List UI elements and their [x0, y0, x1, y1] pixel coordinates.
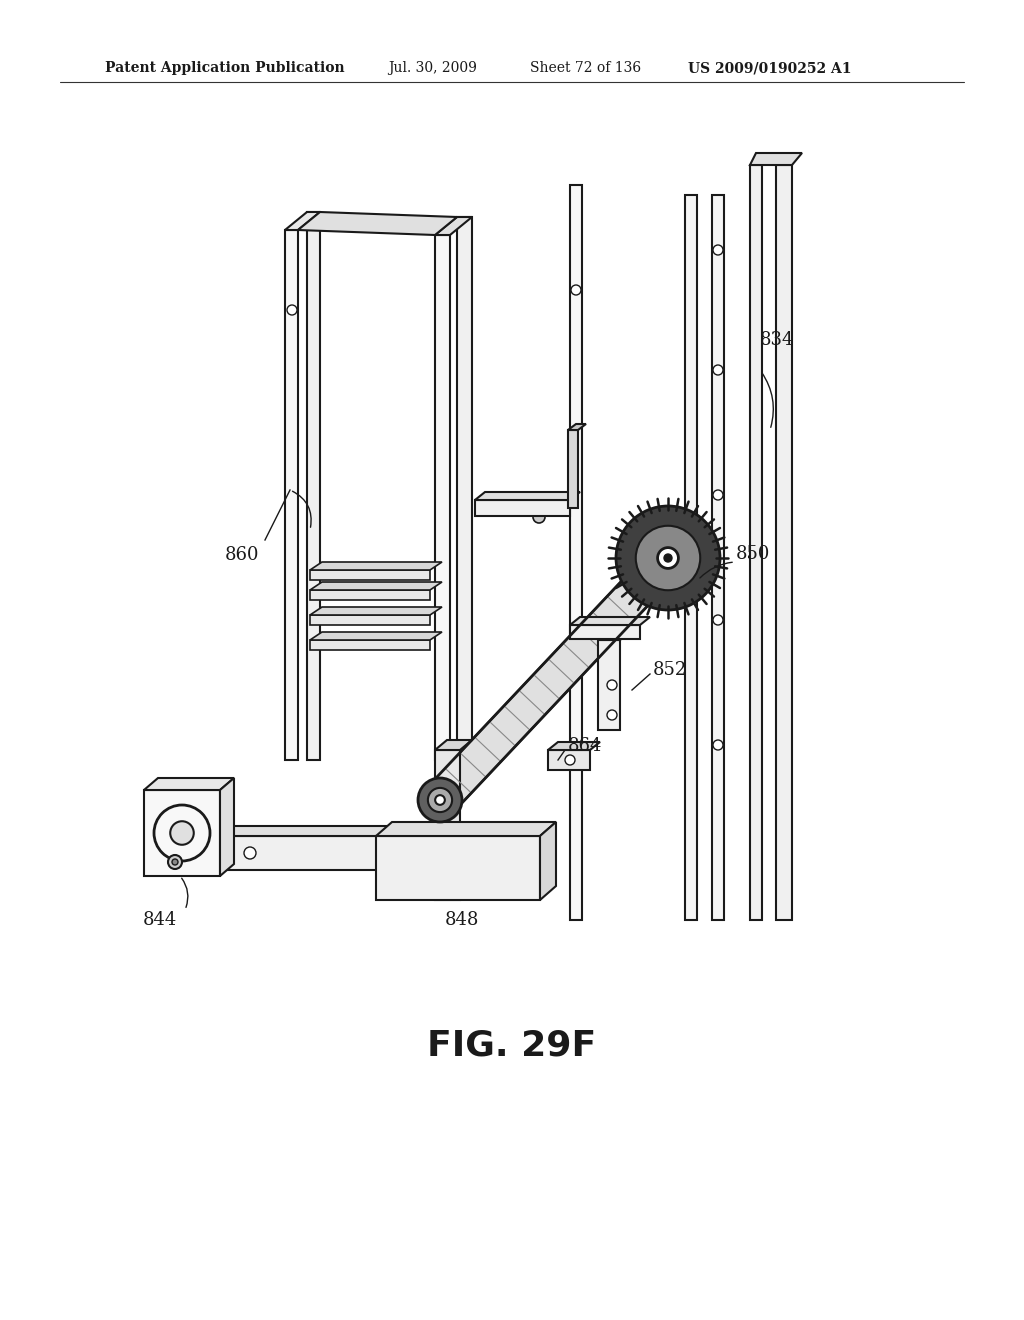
Text: 844: 844: [143, 911, 177, 929]
Polygon shape: [568, 424, 586, 430]
Polygon shape: [570, 616, 650, 624]
Circle shape: [534, 511, 545, 523]
Polygon shape: [540, 822, 556, 900]
Circle shape: [616, 506, 720, 610]
Circle shape: [490, 503, 500, 513]
Text: US 2009/0190252 A1: US 2009/0190252 A1: [688, 61, 852, 75]
Text: 834: 834: [760, 331, 795, 348]
Circle shape: [172, 859, 178, 865]
Polygon shape: [220, 826, 442, 836]
Circle shape: [664, 554, 672, 562]
Polygon shape: [310, 632, 442, 640]
Polygon shape: [435, 741, 472, 750]
Polygon shape: [376, 836, 540, 900]
Circle shape: [244, 847, 256, 859]
Polygon shape: [285, 213, 319, 230]
Text: Sheet 72 of 136: Sheet 72 of 136: [530, 61, 641, 75]
Polygon shape: [220, 836, 430, 870]
Polygon shape: [310, 562, 442, 570]
Circle shape: [607, 680, 617, 690]
Circle shape: [509, 841, 519, 851]
Polygon shape: [475, 500, 570, 516]
Polygon shape: [776, 165, 792, 920]
Text: FIG. 29F: FIG. 29F: [427, 1028, 597, 1063]
Polygon shape: [598, 640, 620, 730]
Circle shape: [565, 755, 575, 766]
Circle shape: [287, 305, 297, 315]
Polygon shape: [750, 165, 762, 920]
Polygon shape: [144, 789, 220, 876]
Circle shape: [170, 821, 194, 845]
Circle shape: [507, 861, 521, 875]
Polygon shape: [285, 230, 298, 760]
Polygon shape: [435, 216, 472, 235]
Circle shape: [168, 855, 182, 869]
Text: Jul. 30, 2009: Jul. 30, 2009: [388, 61, 477, 75]
Text: 860: 860: [225, 546, 259, 564]
Polygon shape: [310, 582, 442, 590]
Circle shape: [713, 615, 723, 624]
Polygon shape: [220, 777, 234, 876]
Circle shape: [393, 861, 407, 875]
Polygon shape: [598, 632, 630, 640]
Polygon shape: [570, 185, 582, 920]
Text: 852: 852: [653, 661, 687, 678]
Text: 864: 864: [568, 737, 602, 755]
Polygon shape: [750, 153, 802, 165]
Polygon shape: [548, 750, 590, 770]
Polygon shape: [307, 213, 319, 760]
Circle shape: [657, 548, 678, 569]
Text: 848: 848: [444, 911, 479, 929]
Polygon shape: [475, 492, 580, 500]
Circle shape: [607, 710, 617, 719]
Circle shape: [435, 795, 444, 805]
Polygon shape: [376, 822, 556, 836]
Polygon shape: [310, 607, 442, 615]
Circle shape: [571, 285, 581, 294]
Polygon shape: [685, 195, 697, 920]
Circle shape: [395, 841, 406, 851]
Polygon shape: [310, 570, 430, 579]
Circle shape: [713, 246, 723, 255]
Polygon shape: [310, 615, 430, 624]
Text: 850: 850: [736, 545, 770, 564]
Circle shape: [428, 788, 453, 812]
Polygon shape: [568, 430, 578, 508]
Text: Patent Application Publication: Patent Application Publication: [105, 61, 345, 75]
Circle shape: [636, 525, 700, 590]
Polygon shape: [570, 624, 640, 639]
Polygon shape: [712, 195, 724, 920]
Polygon shape: [457, 216, 472, 760]
Polygon shape: [435, 750, 460, 900]
Circle shape: [713, 490, 723, 500]
Circle shape: [418, 777, 462, 822]
Polygon shape: [310, 640, 430, 649]
Circle shape: [713, 366, 723, 375]
Circle shape: [154, 805, 210, 861]
Polygon shape: [548, 742, 600, 750]
Circle shape: [713, 741, 723, 750]
Polygon shape: [144, 777, 234, 789]
Polygon shape: [427, 545, 681, 812]
Polygon shape: [435, 235, 450, 760]
Polygon shape: [310, 590, 430, 601]
Polygon shape: [298, 213, 457, 235]
